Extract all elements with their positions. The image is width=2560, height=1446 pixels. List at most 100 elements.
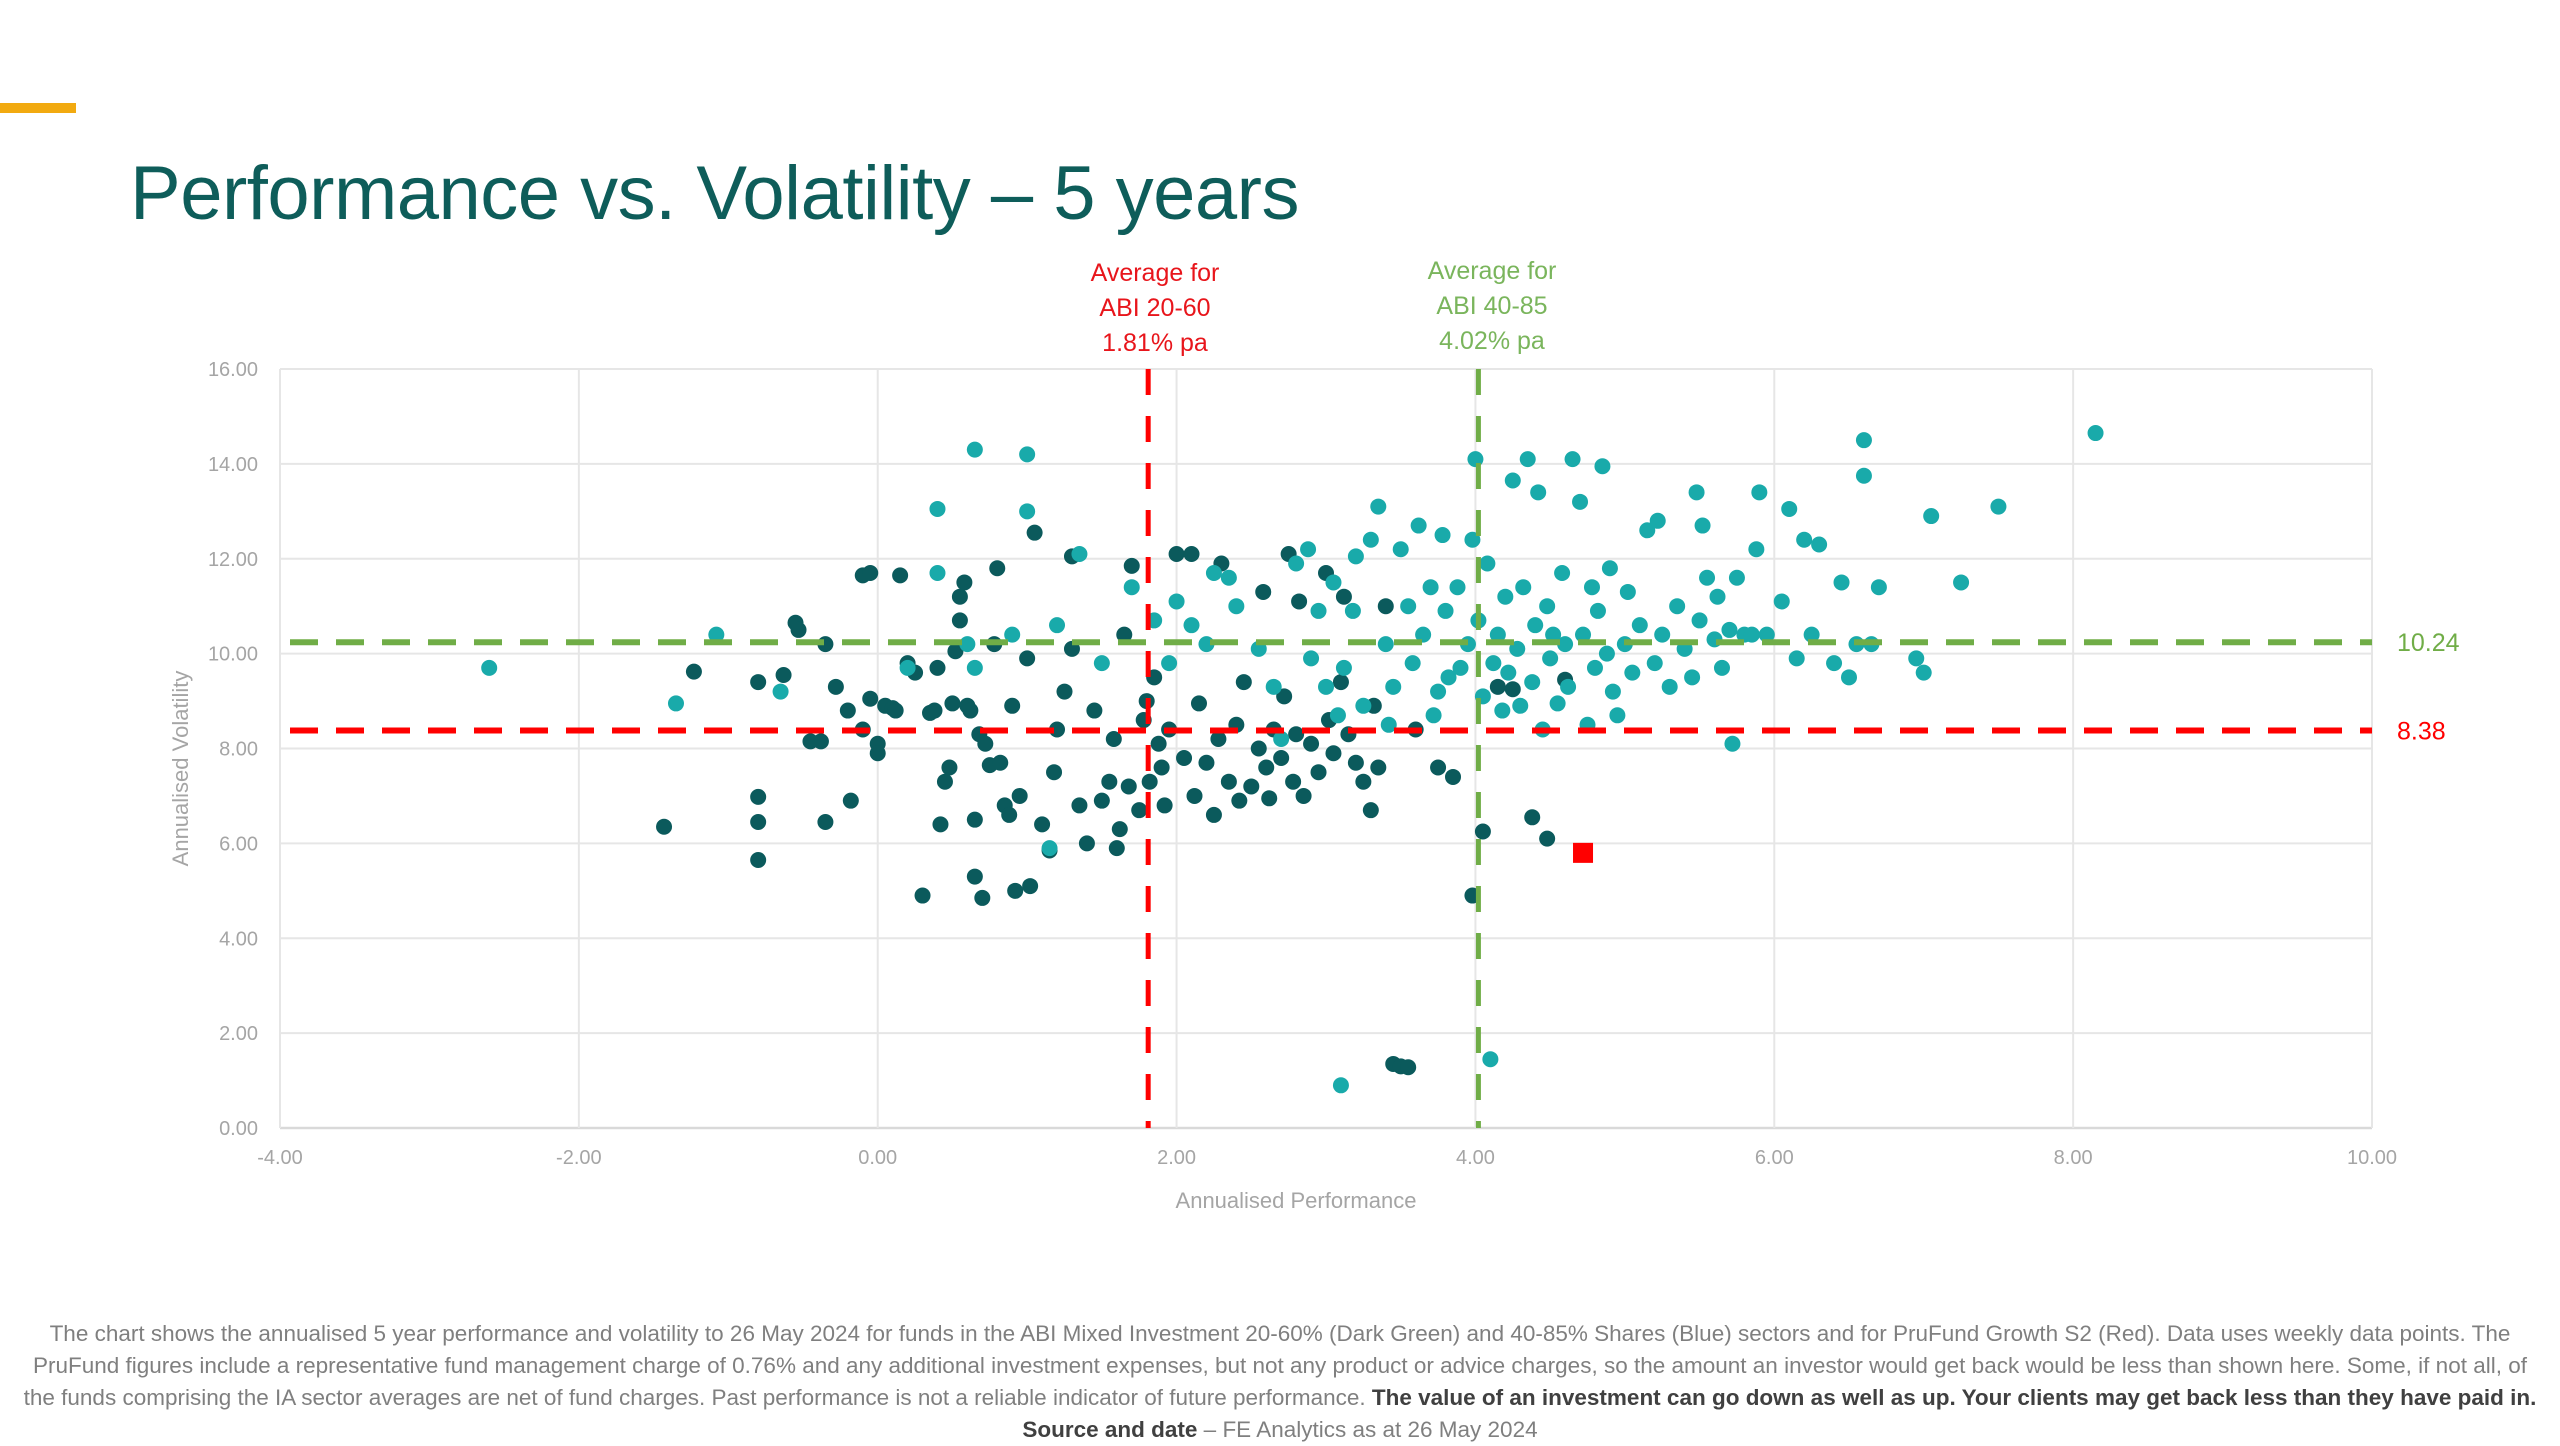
abi-40-85-point — [1788, 650, 1805, 667]
abi-20-60-point — [1116, 626, 1133, 643]
abi-20-60-point — [887, 702, 904, 719]
abi-40-85-point — [929, 500, 946, 517]
abi-40-85-point — [1841, 669, 1857, 686]
abi-20-60-point — [1111, 821, 1128, 838]
y-tick-label: 2.00 — [219, 1023, 258, 1045]
abi-20-60-point — [1001, 806, 1018, 823]
abi-40-85-point — [1300, 541, 1317, 558]
abi-40-85-point — [1519, 451, 1536, 468]
accent-bar — [0, 103, 76, 113]
abi-40-85-point — [1990, 498, 2007, 515]
y-tick-label: 6.00 — [219, 833, 258, 855]
abi-20-60-point — [1276, 688, 1293, 705]
abi-40-85-point — [959, 636, 976, 653]
abi-20-60-point — [1370, 759, 1387, 776]
abi-20-60-point — [839, 702, 856, 719]
abi-40-85-point — [1619, 583, 1636, 600]
abi-20-60-point — [1131, 802, 1148, 819]
red-average-line-1: Average for — [1090, 259, 1220, 287]
abi-40-85-point — [1598, 645, 1615, 662]
abi-20-60-point — [1231, 792, 1248, 809]
x-tick-label: 6.00 — [1755, 1147, 1794, 1169]
abi-40-85-point — [1870, 579, 1887, 596]
abi-40-85-point — [1728, 569, 1745, 586]
abi-40-85-point — [1434, 527, 1451, 544]
abi-40-85-point — [1542, 650, 1559, 667]
abi-20-60-point — [892, 567, 909, 584]
abi-40-85-point — [1332, 1077, 1349, 1094]
y-tick-label: 10.00 — [208, 644, 258, 666]
abi-20-60-point — [1007, 882, 1024, 899]
abi-40-85-point — [1908, 650, 1925, 667]
abi-20-60-point — [869, 745, 886, 762]
abi-40-85-point — [1524, 674, 1541, 691]
prufund-point — [1573, 842, 1594, 863]
abi-20-60-point — [947, 643, 964, 660]
abi-40-85-point — [1803, 626, 1820, 643]
abi-20-60-point — [790, 621, 807, 638]
abi-40-85-point — [1410, 517, 1427, 534]
abi-40-85-point — [1385, 678, 1402, 695]
abi-40-85-point — [1811, 536, 1828, 553]
abi-40-85-point — [1758, 626, 1775, 643]
abi-40-85-point — [1654, 626, 1671, 643]
abi-40-85-point — [1288, 555, 1305, 572]
abi-20-60-point — [1489, 678, 1506, 695]
abi-20-60-point — [750, 814, 767, 831]
abi-40-85-point — [1329, 707, 1346, 724]
abi-20-60-point — [1093, 792, 1110, 809]
abi-40-85-point — [1691, 612, 1708, 629]
x-axis-ticks: -4.00 -2.00 0.00 2.00 4.00 6.00 8.00 10.00 — [257, 1147, 2397, 1169]
abi-40-85-point — [1826, 655, 1843, 672]
abi-40-85-point — [1362, 531, 1379, 548]
abi-40-85-point — [929, 564, 946, 581]
abi-40-85-point — [1489, 626, 1506, 643]
abi-20-60-point — [929, 659, 946, 676]
abi-40-85-point — [1589, 602, 1606, 619]
abi-20-60-point — [817, 814, 834, 831]
abi-40-85-point — [1482, 1051, 1499, 1068]
abi-20-60-point — [932, 816, 949, 833]
abi-20-60-point — [1303, 735, 1320, 752]
abi-40-85-point — [1624, 664, 1641, 681]
abi-20-60-point — [1250, 740, 1267, 757]
abi-40-85-point — [1751, 484, 1768, 501]
abi-40-85-point — [1539, 598, 1556, 615]
abi-40-85-point — [1377, 636, 1394, 653]
abi-40-85-point — [1781, 500, 1798, 517]
abi-20-60-point — [1168, 546, 1185, 563]
abi-40-85-point — [1560, 678, 1577, 695]
abi-20-60-point — [1295, 787, 1312, 804]
abi-40-85-point — [1325, 574, 1342, 591]
green-average-line-3: 4.02% pa — [1439, 327, 1545, 355]
abi-20-60-point — [1205, 806, 1222, 823]
abi-40-85-point — [1479, 555, 1496, 572]
abi-40-85-point — [1724, 735, 1741, 752]
abi-20-60-point — [862, 564, 879, 581]
red-average-annotation: Average for ABI 20-60 1.81% pa — [1025, 256, 1285, 361]
x-tick-label: 8.00 — [2054, 1147, 2093, 1169]
abi-40-85-point — [1743, 626, 1760, 643]
footnote-source: – FE Analytics as at 26 May 2024 — [1197, 1417, 1538, 1442]
abi-40-85-point — [1400, 598, 1417, 615]
data-points — [481, 425, 2104, 1094]
abi-40-85-point — [1404, 655, 1421, 672]
y-axis-ticks: 0.00 2.00 4.00 6.00 8.00 10.00 12.00 14.00 16.00 — [208, 359, 258, 1140]
abi-40-85-point — [1392, 541, 1409, 558]
abi-40-85-point — [1694, 517, 1711, 534]
abi-20-60-point — [1474, 823, 1491, 840]
abi-40-85-point — [1594, 458, 1611, 475]
abi-40-85-point — [1370, 498, 1387, 515]
abi-20-60-point — [951, 588, 968, 605]
abi-40-85-point — [1512, 697, 1529, 714]
abi-20-60-point — [1034, 816, 1051, 833]
abi-20-60-point — [1141, 773, 1158, 790]
abi-40-85-point — [1646, 655, 1663, 672]
abi-20-60-point — [989, 560, 1006, 577]
abi-40-85-point — [1504, 472, 1521, 489]
abi-20-60-point — [1377, 598, 1394, 615]
abi-20-60-point — [951, 612, 968, 629]
abi-20-60-point — [962, 702, 979, 719]
abi-40-85-point — [1575, 626, 1592, 643]
abi-20-60-point — [775, 666, 792, 683]
